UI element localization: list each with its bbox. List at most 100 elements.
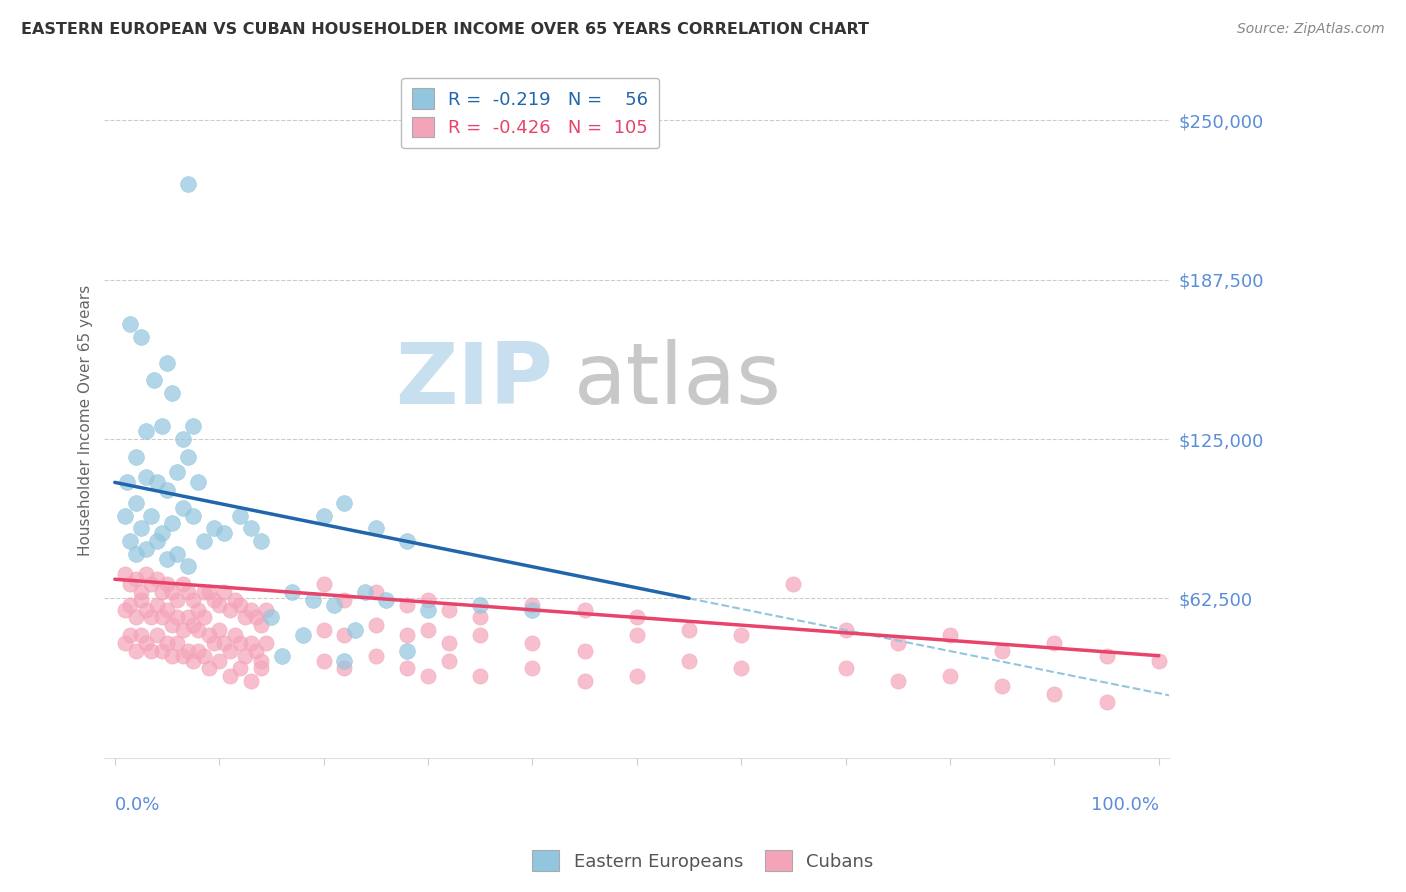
- Point: [239, 603, 262, 617]
- Point: [626, 628, 648, 642]
- Point: [522, 603, 544, 617]
- Point: [730, 628, 752, 642]
- Point: [396, 534, 419, 549]
- Point: [343, 624, 366, 638]
- Point: [125, 496, 148, 510]
- Point: [193, 585, 215, 599]
- Point: [375, 592, 398, 607]
- Point: [364, 648, 387, 663]
- Point: [396, 628, 419, 642]
- Point: [239, 521, 262, 535]
- Point: [166, 465, 188, 479]
- Point: [224, 628, 246, 642]
- Point: [129, 628, 152, 642]
- Point: [730, 661, 752, 675]
- Point: [156, 603, 179, 617]
- Point: [834, 624, 856, 638]
- Point: [333, 654, 356, 668]
- Point: [208, 654, 231, 668]
- Point: [141, 643, 163, 657]
- Point: [114, 508, 136, 523]
- Point: [135, 603, 157, 617]
- Point: [187, 475, 209, 490]
- Point: [117, 475, 139, 490]
- Point: [197, 585, 219, 599]
- Point: [887, 636, 910, 650]
- Point: [193, 610, 215, 624]
- Point: [177, 610, 200, 624]
- Point: [233, 648, 256, 663]
- Point: [193, 648, 215, 663]
- Point: [145, 534, 167, 549]
- Point: [162, 618, 184, 632]
- Point: [470, 598, 492, 612]
- Point: [135, 425, 157, 439]
- Point: [991, 679, 1014, 693]
- Point: [991, 643, 1014, 657]
- Point: [156, 577, 179, 591]
- Point: [396, 643, 419, 657]
- Point: [364, 521, 387, 535]
- Point: [172, 648, 194, 663]
- Point: [181, 419, 204, 434]
- Point: [470, 669, 492, 683]
- Point: [177, 585, 200, 599]
- Point: [202, 636, 225, 650]
- Point: [939, 669, 962, 683]
- Point: [302, 592, 325, 607]
- Point: [135, 567, 157, 582]
- Point: [574, 603, 596, 617]
- Point: [626, 669, 648, 683]
- Point: [145, 475, 167, 490]
- Point: [202, 592, 225, 607]
- Point: [1043, 687, 1066, 701]
- Point: [214, 585, 236, 599]
- Point: [166, 636, 188, 650]
- Point: [135, 470, 157, 484]
- Point: [364, 585, 387, 599]
- Point: [312, 508, 335, 523]
- Point: [135, 541, 157, 556]
- Point: [172, 624, 194, 638]
- Point: [214, 526, 236, 541]
- Point: [150, 419, 173, 434]
- Point: [333, 661, 356, 675]
- Point: [678, 654, 700, 668]
- Point: [522, 598, 544, 612]
- Point: [437, 654, 460, 668]
- Point: [250, 654, 273, 668]
- Point: [114, 567, 136, 582]
- Point: [678, 624, 700, 638]
- Point: [135, 636, 157, 650]
- Point: [416, 592, 439, 607]
- Point: [939, 628, 962, 642]
- Point: [145, 628, 167, 642]
- Point: [416, 669, 439, 683]
- Point: [364, 618, 387, 632]
- Point: [233, 610, 256, 624]
- Point: [172, 500, 194, 515]
- Point: [333, 496, 356, 510]
- Point: [197, 628, 219, 642]
- Point: [281, 585, 304, 599]
- Point: [114, 636, 136, 650]
- Point: [114, 603, 136, 617]
- Point: [172, 432, 194, 446]
- Point: [218, 669, 240, 683]
- Point: [129, 521, 152, 535]
- Text: EASTERN EUROPEAN VS CUBAN HOUSEHOLDER INCOME OVER 65 YEARS CORRELATION CHART: EASTERN EUROPEAN VS CUBAN HOUSEHOLDER IN…: [21, 22, 869, 37]
- Point: [172, 577, 194, 591]
- Point: [120, 628, 142, 642]
- Point: [470, 628, 492, 642]
- Point: [224, 592, 246, 607]
- Point: [177, 559, 200, 574]
- Y-axis label: Householder Income Over 65 years: Householder Income Over 65 years: [79, 285, 93, 556]
- Text: 0.0%: 0.0%: [115, 796, 160, 814]
- Point: [291, 628, 314, 642]
- Point: [166, 547, 188, 561]
- Point: [181, 592, 204, 607]
- Point: [333, 628, 356, 642]
- Point: [229, 508, 252, 523]
- Point: [177, 177, 200, 191]
- Point: [229, 598, 252, 612]
